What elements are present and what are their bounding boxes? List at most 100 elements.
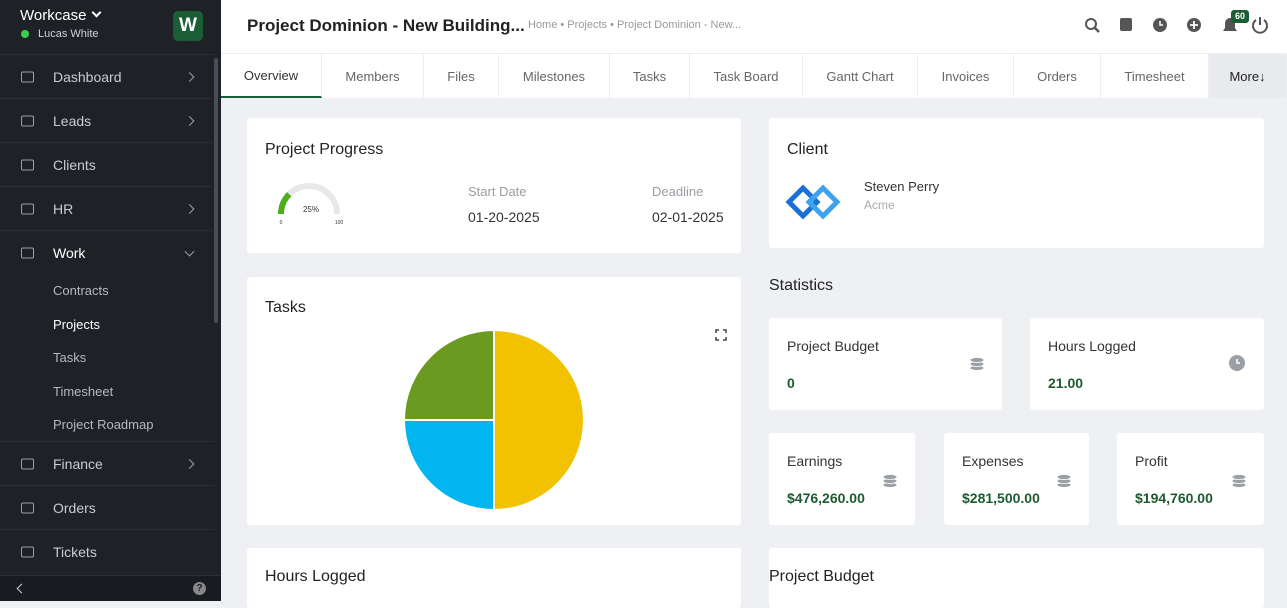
- menu-item[interactable]: Clients: [0, 142, 215, 186]
- stat-value: 21.00: [1048, 375, 1084, 391]
- sidebar-footer: ?: [0, 575, 221, 601]
- budget-card: Project Budget: [769, 548, 1264, 608]
- tab[interactable]: Overview: [221, 54, 322, 98]
- chevron: [184, 458, 195, 469]
- menu-icon: [21, 502, 34, 513]
- tasks-card: Tasks: [247, 277, 741, 525]
- menu-icon: [21, 247, 34, 258]
- tab[interactable]: Orders: [1014, 54, 1101, 98]
- chevron: [184, 115, 195, 126]
- logo[interactable]: W: [173, 11, 203, 41]
- gauge-label: 25%: [303, 205, 319, 214]
- expand-icon[interactable]: [715, 329, 727, 341]
- menu-label: Clients: [53, 156, 96, 173]
- search-icon[interactable]: [1085, 18, 1100, 33]
- stat-label: Project Budget: [787, 338, 879, 354]
- menu-item[interactable]: Tickets: [0, 529, 215, 573]
- brand-dropdown[interactable]: [91, 7, 102, 18]
- stat-label: Earnings: [787, 453, 843, 469]
- chevron: [184, 246, 195, 257]
- stat-card: Project Budget 0: [769, 318, 1002, 410]
- tab[interactable]: Members: [322, 54, 424, 98]
- gauge-max: 100: [335, 220, 344, 226]
- menu-item[interactable]: HR: [0, 186, 215, 230]
- menu-item[interactable]: Finance: [0, 441, 215, 485]
- stat-card: Earnings $476,260.00: [769, 433, 915, 525]
- stat-icon: [1229, 355, 1245, 371]
- sidebar: Workcase Lucas White W ? Dashboard Leads C…: [0, 0, 221, 601]
- statistics-title: Statistics: [769, 277, 834, 294]
- progress-gauge: 25% 0 100: [278, 183, 344, 226]
- client-name[interactable]: Steven Perry: [864, 179, 940, 194]
- coin: [1231, 474, 1247, 480]
- hours-card: Hours Logged: [247, 548, 741, 608]
- submenu-item[interactable]: Timesheet: [53, 384, 114, 399]
- coin: [882, 474, 898, 480]
- menu-icon: [21, 115, 34, 126]
- menu-item[interactable]: Orders: [0, 485, 215, 529]
- menu-icon: [21, 159, 34, 170]
- tab[interactable]: More↓: [1209, 54, 1287, 98]
- menu-icon: [21, 203, 34, 214]
- submenu-item[interactable]: Contracts: [53, 283, 109, 298]
- brand[interactable]: Workcase: [20, 7, 87, 24]
- tab[interactable]: Task Board: [690, 54, 803, 98]
- card-title: Hours Logged: [265, 568, 366, 585]
- coin: [1056, 474, 1072, 480]
- collapse-button[interactable]: [16, 583, 27, 594]
- tasks-pie: [402, 328, 585, 512]
- menu-label: Leads: [53, 112, 92, 129]
- tab[interactable]: Invoices: [918, 54, 1014, 98]
- add-icon[interactable]: [1187, 18, 1201, 32]
- gauge-value: [278, 192, 292, 215]
- menu-item[interactable]: Dashboard: [0, 54, 215, 98]
- deadline-date: 02-01-2025: [652, 209, 724, 225]
- scrollbar: [214, 58, 218, 323]
- user-name: Lucas White: [38, 28, 99, 40]
- tab[interactable]: Milestones: [499, 54, 610, 98]
- gauge-min: 0: [280, 220, 283, 226]
- menu-label: Finance: [53, 455, 103, 472]
- menu-item[interactable]: Work: [0, 230, 215, 274]
- card-title: Tasks: [265, 299, 306, 316]
- breadcrumb[interactable]: Home • Projects • Project Dominion - New…: [528, 19, 742, 31]
- start-date: 01-20-2025: [468, 209, 540, 225]
- menu-icon: [21, 458, 34, 469]
- card-title: Client: [787, 141, 828, 158]
- menu-icon: [21, 546, 34, 557]
- tab[interactable]: Gantt Chart: [803, 54, 918, 98]
- tab[interactable]: Tasks: [610, 54, 690, 98]
- tab[interactable]: Files: [424, 54, 499, 98]
- deadline-label: Deadline: [652, 184, 704, 199]
- submenu-item[interactable]: Project Roadmap: [53, 417, 154, 432]
- clock-icon[interactable]: [1153, 18, 1167, 32]
- stat-icon: [1231, 474, 1247, 488]
- start-label: Start Date: [468, 184, 527, 199]
- stat-icon: [882, 474, 898, 488]
- clock-hand: [1236, 359, 1240, 364]
- client-company: Acme: [864, 198, 895, 212]
- help-button[interactable]: ?: [193, 582, 206, 595]
- stat-card: Profit $194,760.00: [1117, 433, 1264, 525]
- status-dot: [21, 30, 29, 38]
- tab[interactable]: Timesheet: [1101, 54, 1209, 98]
- stat-card: Expenses $281,500.00: [944, 433, 1089, 525]
- menu-label: Orders: [53, 499, 96, 516]
- logout-icon[interactable]: [1252, 17, 1268, 34]
- menu-label: Work: [53, 244, 86, 261]
- progress-card: Project Progress 25% 0 100 Start Date 01-2…: [247, 118, 741, 253]
- submenu-item[interactable]: Tasks: [53, 350, 87, 365]
- client-logo: [785, 184, 841, 220]
- stat-label: Hours Logged: [1048, 338, 1136, 354]
- coin: [969, 357, 985, 363]
- pie-slice[interactable]: [402, 328, 495, 421]
- pie-slice[interactable]: [493, 328, 585, 512]
- notes-icon[interactable]: [1120, 18, 1132, 31]
- stat-icon: [969, 357, 985, 371]
- stat-label: Profit: [1135, 453, 1168, 469]
- submenu-item[interactable]: Projects: [53, 317, 100, 332]
- pie-slice[interactable]: [402, 419, 495, 512]
- menu-item[interactable]: Leads: [0, 98, 215, 142]
- chevron: [184, 203, 195, 214]
